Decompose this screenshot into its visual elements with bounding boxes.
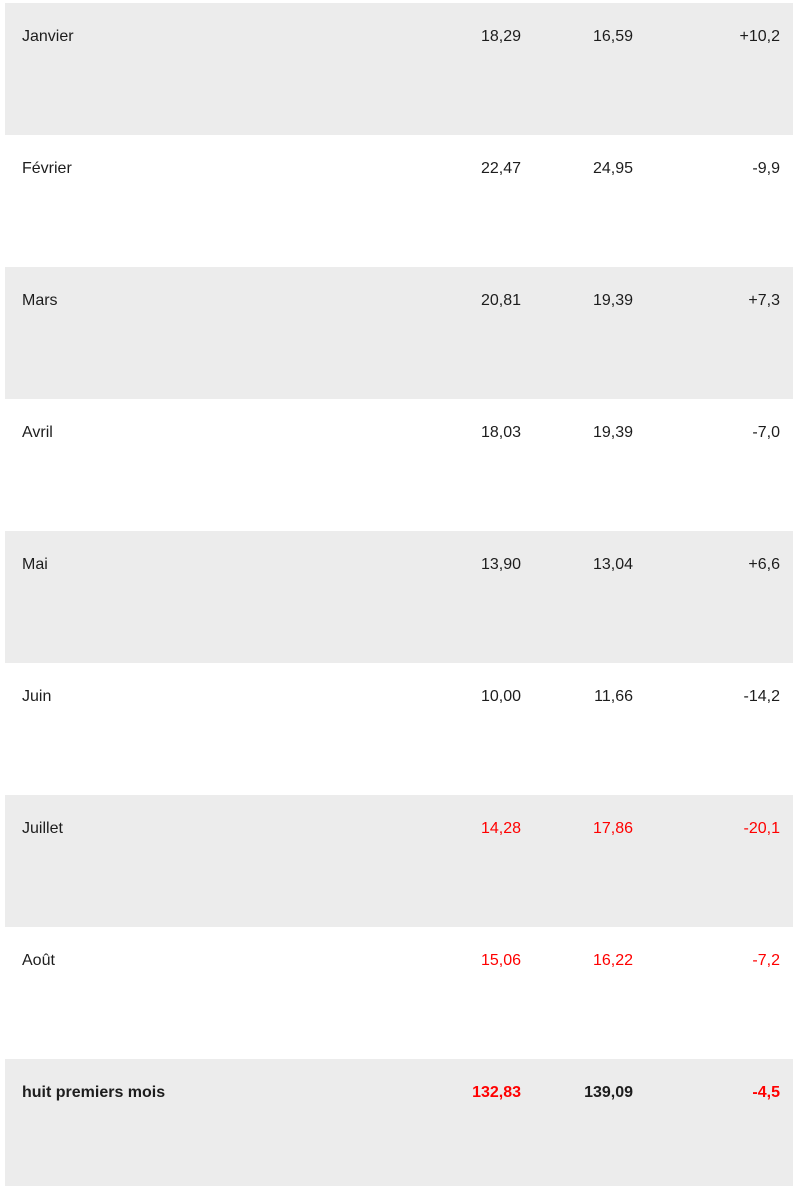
value-cell: 17,86 [521, 795, 633, 927]
value-cell: 10,00 [480, 688, 521, 705]
monthly-data-table-container: Janvier 18,29 16,59 +10,2 Février 22,47 … [5, 3, 793, 1186]
value-cell: 22,47 [480, 160, 521, 177]
value-cell: 24,95 [592, 160, 633, 177]
table-row-aout: Août 15,06 16,22 -7,2 [5, 927, 793, 1059]
value-cell: 13,90 [445, 531, 521, 663]
value-cell: 20,81 [445, 267, 521, 399]
value-cell: 14,28 [445, 795, 521, 927]
table-row-janvier: Janvier 18,29 16,59 +10,2 [5, 3, 793, 135]
value-cell: 18,03 [480, 424, 521, 441]
change-cell: -7,0 [752, 424, 780, 441]
value-cell: 15,06 [480, 952, 521, 969]
table-row-fevrier: Février 22,47 24,95 -9,9 [5, 135, 793, 267]
monthly-values-table: Janvier 18,29 16,59 +10,2 Février 22,47 … [5, 3, 793, 1186]
table-row-total: huit premiers mois 132,83 139,09 -4,5 [5, 1059, 793, 1186]
month-cell: Juin [22, 688, 52, 705]
table-row-juin: Juin 10,00 11,66 -14,2 [5, 663, 793, 795]
total-value-cell: 139,09 [521, 1059, 633, 1186]
table-row-juillet: Juillet 14,28 17,86 -20,1 [5, 795, 793, 927]
month-cell: Février [22, 160, 72, 177]
table-row-avril: Avril 18,03 19,39 -7,0 [5, 399, 793, 531]
table-row-mars: Mars 20,81 19,39 +7,3 [5, 267, 793, 399]
value-cell: 18,29 [445, 3, 521, 135]
total-change-cell: -4,5 [633, 1059, 793, 1186]
change-cell: -20,1 [633, 795, 793, 927]
total-label-cell: huit premiers mois [5, 1059, 445, 1186]
change-cell: -9,9 [752, 160, 780, 177]
month-cell: Avril [22, 424, 53, 441]
month-cell: Août [22, 952, 55, 969]
table-row-mai: Mai 13,90 13,04 +6,6 [5, 531, 793, 663]
change-cell: +10,2 [633, 3, 793, 135]
month-cell: Juillet [5, 795, 445, 927]
value-cell: 16,22 [592, 952, 633, 969]
total-value-cell: 132,83 [445, 1059, 521, 1186]
value-cell: 19,39 [592, 424, 633, 441]
change-cell: -7,2 [752, 952, 780, 969]
value-cell: 13,04 [521, 531, 633, 663]
change-cell: +7,3 [633, 267, 793, 399]
month-cell: Janvier [5, 3, 445, 135]
value-cell: 19,39 [521, 267, 633, 399]
month-cell: Mars [5, 267, 445, 399]
month-cell: Mai [5, 531, 445, 663]
value-cell: 16,59 [521, 3, 633, 135]
value-cell: 11,66 [594, 688, 633, 705]
change-cell: -14,2 [743, 688, 780, 705]
change-cell: +6,6 [633, 531, 793, 663]
